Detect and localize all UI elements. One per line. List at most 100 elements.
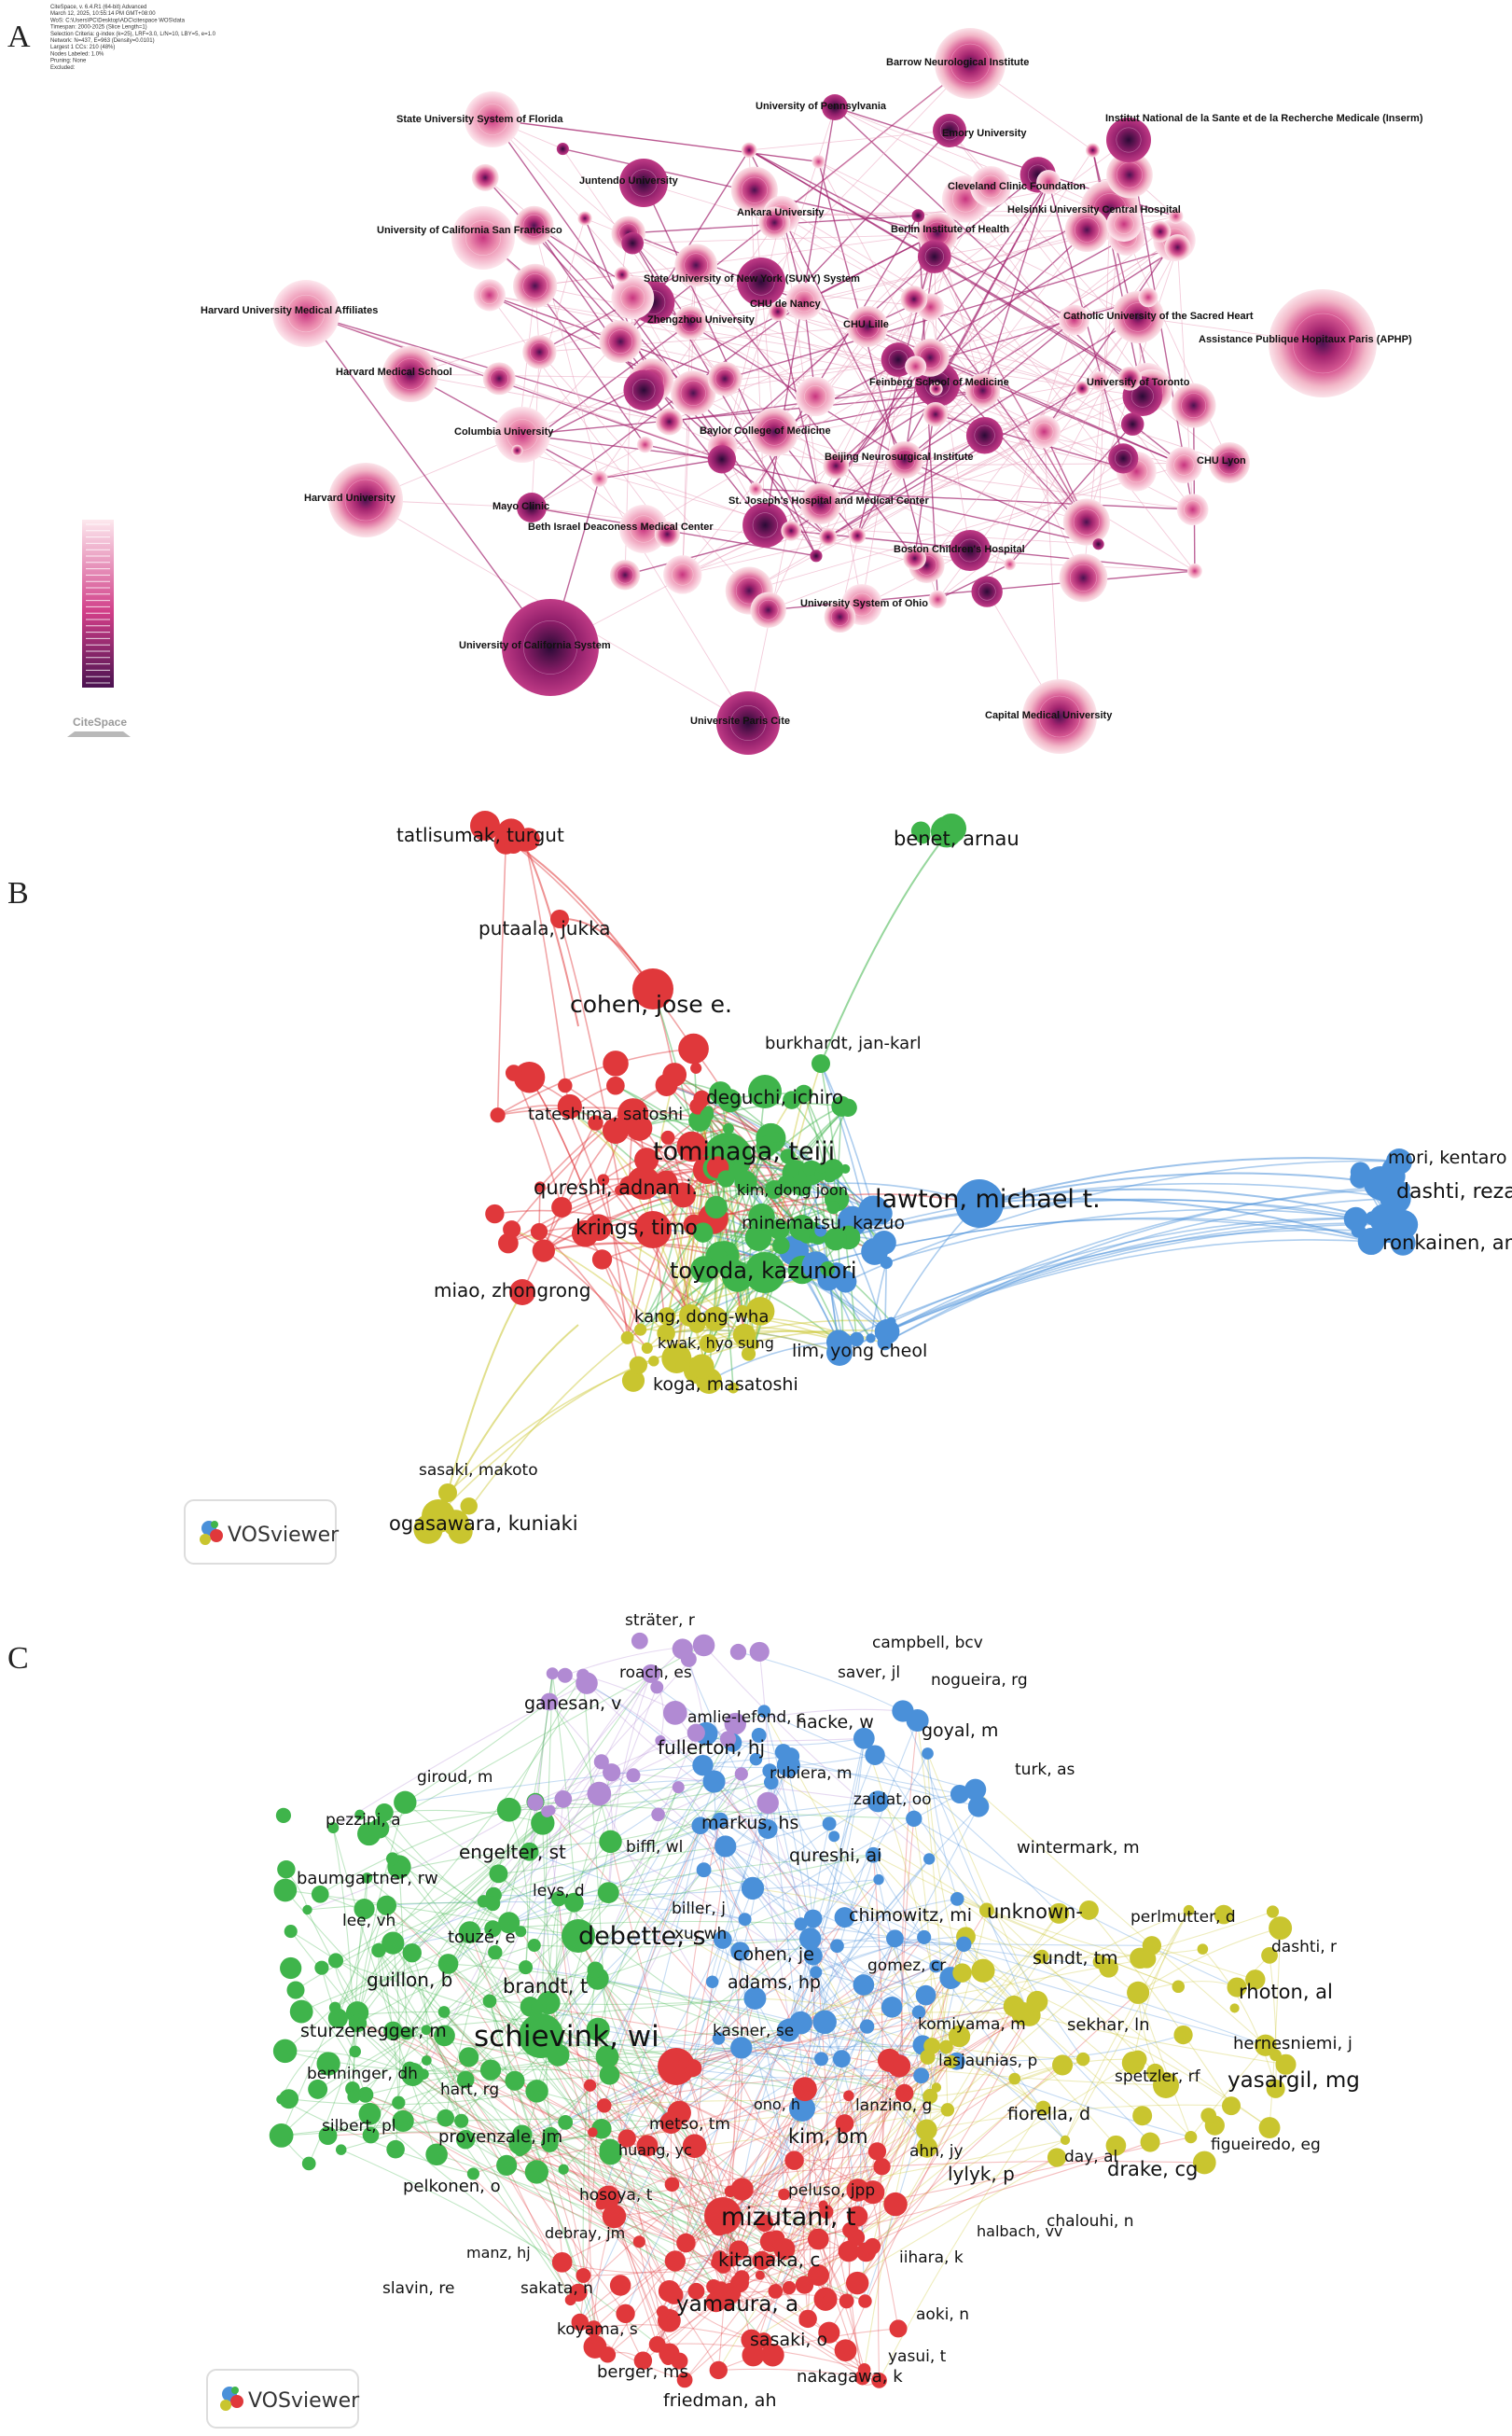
institution-node-ring [1116, 127, 1142, 153]
cocitation-link [610, 1734, 760, 1843]
author-label-qureshi-adnan-i: qureshi, adnan i. [534, 1176, 698, 1199]
author-node [807, 1263, 823, 1279]
cited-author-node [651, 1807, 665, 1822]
cited-author-node [636, 2135, 659, 2157]
cocitation-link [716, 2160, 795, 2263]
author-label-kang-dong-wha: kang, dong-wha [634, 1307, 769, 1327]
author-node [749, 1340, 760, 1350]
institution-node-ring [344, 479, 387, 522]
institution-node-ring [765, 213, 784, 232]
collaboration-link [781, 63, 971, 216]
cited-author-node [599, 2346, 617, 2363]
cocitation-link [1100, 1911, 1273, 1963]
cited-author-node [1075, 2052, 1090, 2067]
cocitation-link [794, 1938, 895, 2161]
institution-node [599, 320, 643, 363]
cited-author-node [911, 2005, 926, 2019]
cocitation-link [538, 1759, 756, 2008]
coauthor-link [886, 1188, 1405, 1332]
cocitation-link [865, 1735, 1084, 2060]
author-label-lawton-michael-t: lawton, michael t. [875, 1185, 1101, 1214]
cocitation-link [900, 1818, 915, 2065]
cited-author-node [311, 1885, 329, 1903]
cited-author-node [489, 1864, 508, 1884]
institution-node [965, 373, 1001, 409]
author-node [1351, 1223, 1366, 1238]
cocitation-link [670, 2122, 722, 2290]
author-label-burkhardt-jan-karl: burkhardt, jan-karl [765, 1034, 922, 1053]
cited-author-node [803, 1909, 823, 1928]
cocitation-link [926, 1753, 958, 1900]
cocitation-link [894, 1938, 927, 2130]
author-node [689, 1354, 714, 1379]
cocitation-link [606, 2029, 789, 2058]
cited-author-node [434, 2025, 455, 2047]
institution-label-university-of-toronto: University of Toronto [1087, 377, 1190, 388]
cited-author-label-ganesan-v: ganesan, v [524, 1693, 621, 1714]
cited-author-node [920, 2049, 936, 2065]
cocitation-link [379, 1828, 603, 2130]
cocitation-link [468, 2056, 687, 2244]
cocitation-link [918, 2011, 1066, 2141]
cited-author-node [1266, 1905, 1280, 1918]
cocitation-link [577, 1787, 679, 1937]
coauthor-link [793, 1182, 1396, 1252]
cited-author-label-biller-j: biller, j [672, 1900, 726, 1918]
cocitation-link [521, 1938, 811, 2136]
institution-node [1186, 564, 1202, 579]
cited-author-node [1255, 2034, 1277, 2056]
cited-author-node [1227, 1977, 1247, 1998]
institution-node [750, 592, 786, 628]
cited-author-label-zaidat-oo: zaidat, oo [853, 1790, 932, 1809]
cited-author-node [437, 2006, 451, 2018]
cited-author-node [906, 1810, 922, 1828]
cited-author-node [782, 2280, 797, 2295]
coauthor-link [665, 1181, 691, 1316]
collaboration-link [599, 478, 749, 724]
institution-node-ring [480, 285, 499, 305]
author-node [826, 1201, 840, 1215]
author-node [669, 1078, 679, 1088]
institution-node [556, 143, 569, 156]
cocitation-link [714, 1781, 742, 1952]
cited-author-node [547, 2043, 570, 2067]
cited-author-node [757, 1818, 778, 1839]
cocitation-link [683, 2063, 874, 2193]
collaboration-link [964, 199, 1194, 510]
cocitation-link [493, 1845, 726, 1896]
collaboration-link [747, 396, 816, 724]
coauthor-link [447, 1291, 523, 1494]
cited-author-node [843, 2090, 854, 2102]
institution-node-ring [1073, 508, 1100, 536]
cited-author-label-lee-vh: lee, vh [342, 1912, 395, 1930]
author-node [745, 1297, 775, 1326]
cocitation-link [378, 1950, 507, 2166]
coauthor-link [675, 1169, 708, 1359]
cocitation-link [703, 1869, 890, 2061]
cited-author-node [576, 2267, 591, 2283]
cited-author-label-hernesniemi-j: hernesniemi, j [1233, 2034, 1352, 2053]
cited-author-node [742, 2344, 765, 2367]
cited-author-node [425, 2143, 448, 2166]
institution-node-ring [522, 214, 546, 237]
citespace-header-line: Timespan: 2000-2025 (Slice Length=1) [50, 25, 147, 31]
cited-author-node [597, 1882, 619, 1904]
cocitation-link [529, 1799, 564, 2007]
cited-author-node [867, 1790, 889, 1813]
institution-node [1106, 151, 1153, 199]
cocitation-link [498, 1824, 714, 1874]
author-node [530, 1222, 548, 1241]
cited-author-node [741, 1876, 765, 1900]
institution-label-columbia-university: Columbia University [454, 426, 554, 438]
coauthor-link [884, 1197, 1396, 1343]
cocitation-link [790, 1805, 979, 2027]
cited-author-node [1079, 1900, 1099, 1920]
citespace-logo-text: CiteSpace [73, 716, 127, 729]
cited-author-node [656, 2305, 670, 2318]
cited-author-node [599, 1830, 622, 1854]
cocitation-link [863, 1737, 1060, 1914]
institution-node-ring [522, 273, 548, 299]
author-label-dashti-reza: dashti, reza [1396, 1180, 1512, 1204]
institution-label-juntendo-university: Juntendo University [579, 175, 679, 187]
institution-node-ring [714, 369, 735, 389]
